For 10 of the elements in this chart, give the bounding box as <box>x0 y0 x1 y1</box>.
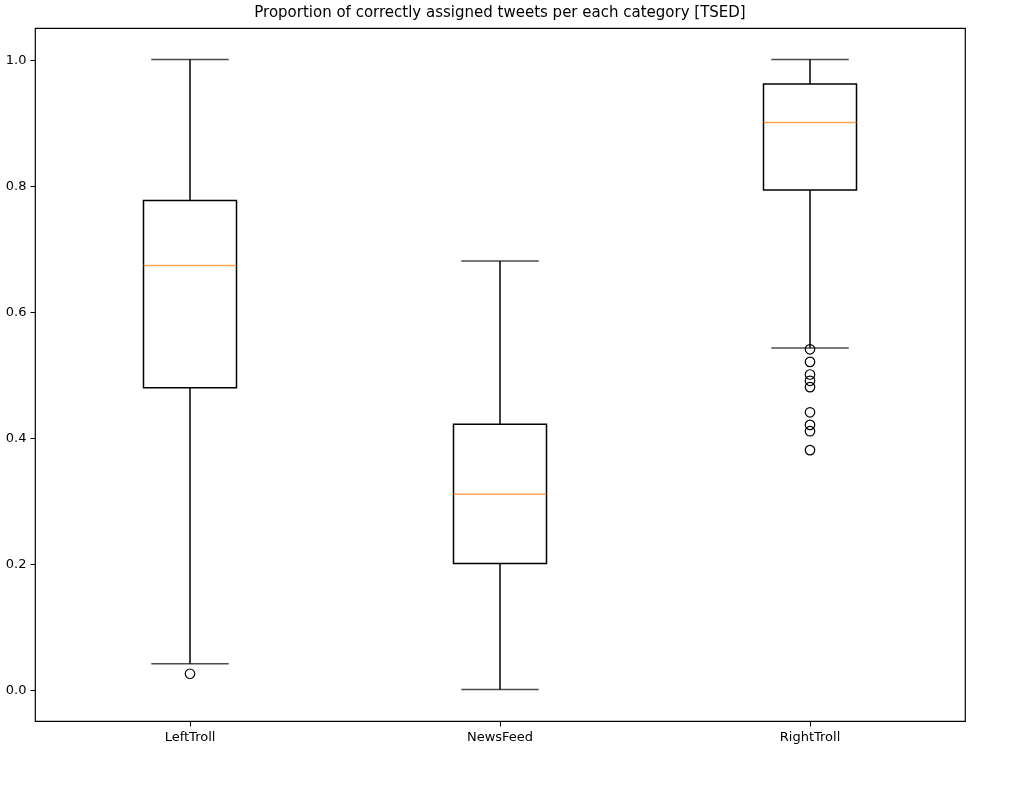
y-tick-label: 0.0 <box>5 682 27 697</box>
y-tick-label: 0.4 <box>5 430 27 445</box>
x-tick-label: RightTroll <box>779 728 841 744</box>
y-tick-label: 0.6 <box>5 304 27 319</box>
y-tick-label: 0.8 <box>5 178 27 193</box>
y-tick-label: 0.2 <box>5 556 27 571</box>
x-tick-label: LeftTroll <box>164 728 216 744</box>
y-tick-label: 1.0 <box>5 52 27 67</box>
x-tick-label: NewsFeed <box>466 728 534 744</box>
chart-title: Proportion of correctly assigned tweets per each category [TSED] <box>254 3 746 21</box>
